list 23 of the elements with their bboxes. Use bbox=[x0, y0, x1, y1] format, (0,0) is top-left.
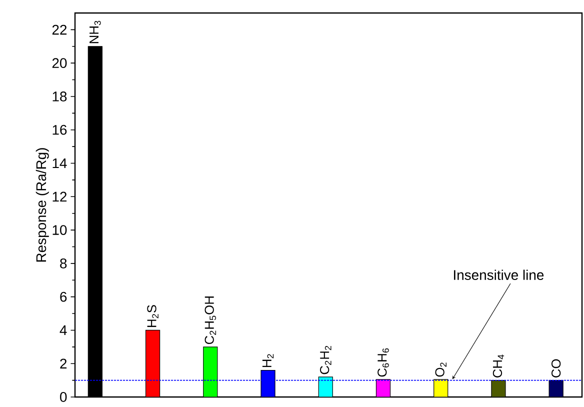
x-tick-label: C$_{2}$H$_{2}$ bbox=[320, 346, 332, 374]
ref-line-label: Insensitive line bbox=[454, 270, 544, 280]
x-tick-label: O$_{2}$ bbox=[435, 362, 446, 377]
y-tick-label: 18 bbox=[52, 92, 67, 102]
y-axis-title: Response (Ra/Rg) bbox=[36, 148, 49, 262]
x-tick-label: CH$_{4}$ bbox=[492, 354, 504, 378]
x-tick-label: NH$_{3}$ bbox=[90, 20, 101, 44]
y-tick-label: 22 bbox=[52, 24, 67, 35]
y-tick-label: 12 bbox=[52, 192, 67, 202]
y-tick-label: 14 bbox=[52, 158, 67, 168]
y-tick-label: 20 bbox=[52, 58, 67, 68]
y-tick-label: 8 bbox=[60, 258, 67, 268]
y-tick-label: 4 bbox=[60, 325, 67, 336]
x-tick-label: H$_{2}$ bbox=[262, 354, 274, 368]
y-tick-label: 16 bbox=[52, 124, 67, 135]
y-tick-label: 10 bbox=[52, 225, 67, 235]
x-tick-label: C$_{6}$H$_{6}$ bbox=[378, 348, 389, 377]
x-tick-label: CO bbox=[551, 359, 561, 378]
x-tick-label: H$_{2}$S bbox=[147, 305, 158, 327]
y-tick-label: 0 bbox=[60, 392, 67, 402]
y-tick-label: 6 bbox=[60, 292, 67, 302]
y-tick-label: 2 bbox=[60, 358, 67, 368]
x-tick-label: C$_{2}$H$_{5}$OH bbox=[204, 296, 216, 344]
